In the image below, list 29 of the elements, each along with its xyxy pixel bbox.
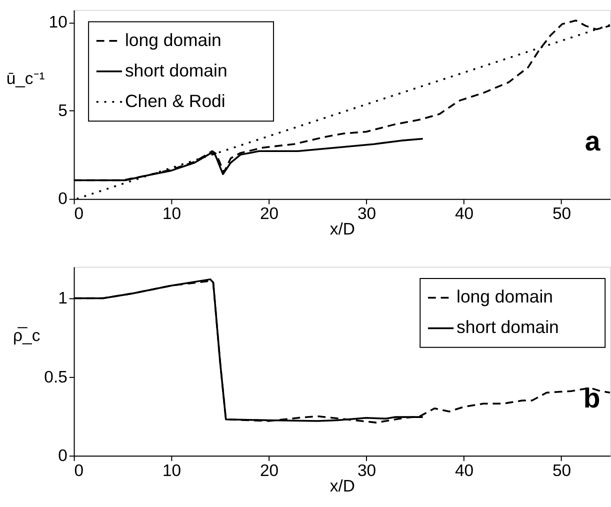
x-tick-label: 40: [454, 460, 474, 480]
legend-label: short domain: [456, 317, 559, 338]
annotation: a: [584, 126, 601, 157]
legend-label: Chen & Rodi: [124, 90, 226, 111]
legend-label: short domain: [124, 60, 228, 80]
x-tick-label: 10: [162, 460, 182, 480]
x-tick-label: 0: [74, 204, 84, 223]
y-tick-label: 0: [58, 189, 68, 208]
x-tick-label: 0: [74, 460, 84, 480]
x-tick-label: 30: [357, 204, 376, 223]
legend-label: long domain: [124, 30, 222, 50]
y-axis-title: ū_c⁻¹: [6, 69, 46, 88]
x-tick-label: 20: [260, 460, 279, 480]
x-tick-label: 30: [357, 460, 376, 480]
x-tick-label: 50: [552, 460, 572, 480]
x-tick-label: 20: [260, 204, 279, 223]
x-tick-label: 10: [162, 204, 182, 223]
y-axis-title: ρ̅_c: [13, 326, 40, 345]
y-tick-label: 10: [48, 12, 68, 32]
y-tick-label: 1: [58, 288, 68, 308]
x-axis-title: x/D: [330, 476, 355, 496]
y-tick-label: 5: [58, 100, 68, 120]
y-tick-label: 0.5: [44, 367, 68, 386]
x-axis-title: x/D: [330, 220, 355, 239]
annotation: b: [583, 382, 600, 414]
y-tick-label: 0: [58, 446, 68, 466]
x-tick-label: 50: [552, 204, 572, 223]
legend-label: long domain: [456, 286, 553, 307]
x-tick-label: 40: [454, 204, 474, 223]
